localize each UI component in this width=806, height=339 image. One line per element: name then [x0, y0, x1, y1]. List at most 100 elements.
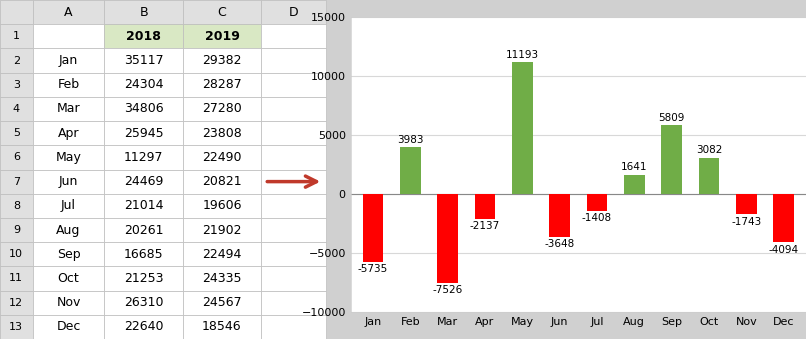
Bar	[0, 0, 32, 24]
Bar	[105, 97, 183, 121]
Text: 20821: 20821	[202, 175, 242, 188]
Bar	[261, 291, 326, 315]
Text: -2137: -2137	[470, 221, 500, 232]
Bar	[32, 315, 105, 339]
Text: 22490: 22490	[202, 151, 242, 164]
Bar	[105, 266, 183, 291]
Bar	[0, 48, 32, 73]
Text: 34806: 34806	[124, 102, 164, 116]
Bar	[183, 194, 261, 218]
Bar	[105, 0, 183, 24]
Text: 1: 1	[13, 31, 20, 41]
Bar	[261, 145, 326, 170]
Text: Jun: Jun	[59, 175, 78, 188]
Bar	[32, 145, 105, 170]
Bar	[32, 97, 105, 121]
Bar	[261, 218, 326, 242]
Bar	[475, 194, 495, 219]
Bar	[261, 170, 326, 194]
Bar	[105, 73, 183, 97]
Text: 26310: 26310	[124, 296, 164, 309]
Bar	[105, 242, 183, 266]
Text: Oct: Oct	[58, 272, 80, 285]
Text: 5: 5	[13, 128, 20, 138]
Bar	[32, 242, 105, 266]
Bar	[183, 291, 261, 315]
Bar	[261, 266, 326, 291]
Bar	[183, 24, 261, 48]
Bar	[105, 170, 183, 194]
Text: 3: 3	[13, 80, 20, 90]
Text: 16685: 16685	[124, 248, 164, 261]
Bar	[32, 121, 105, 145]
Bar	[32, 170, 105, 194]
Text: -5735: -5735	[358, 264, 388, 274]
Text: 2019: 2019	[205, 30, 239, 43]
Text: Aug: Aug	[56, 223, 81, 237]
Text: 21014: 21014	[124, 199, 164, 212]
Bar	[0, 24, 32, 48]
Text: 1641: 1641	[621, 162, 647, 172]
Bar	[105, 24, 183, 48]
Bar	[105, 194, 183, 218]
Bar	[105, 48, 183, 73]
Text: 3983: 3983	[397, 135, 424, 144]
Text: -7526: -7526	[433, 285, 463, 295]
Text: Dec: Dec	[56, 320, 81, 333]
Bar	[261, 48, 326, 73]
Text: -1408: -1408	[582, 213, 612, 223]
Text: 4: 4	[13, 104, 20, 114]
Text: Sep: Sep	[56, 248, 81, 261]
Bar	[105, 218, 183, 242]
Text: 24335: 24335	[202, 272, 242, 285]
Text: 24304: 24304	[124, 78, 164, 91]
Text: 11: 11	[10, 274, 23, 283]
Bar	[699, 158, 719, 194]
Bar	[400, 147, 421, 194]
Bar	[183, 97, 261, 121]
Bar	[550, 194, 570, 237]
Bar	[0, 170, 32, 194]
Text: D: D	[289, 6, 298, 19]
Text: -4094: -4094	[769, 244, 799, 255]
Text: 5809: 5809	[659, 113, 685, 123]
Text: 28287: 28287	[202, 78, 242, 91]
Text: 9: 9	[13, 225, 20, 235]
Bar	[105, 315, 183, 339]
Bar	[662, 125, 682, 194]
Text: 2: 2	[13, 56, 20, 65]
Bar	[183, 266, 261, 291]
Bar	[261, 242, 326, 266]
Text: 11297: 11297	[124, 151, 164, 164]
Text: 3082: 3082	[696, 145, 722, 155]
Bar	[0, 73, 32, 97]
Text: 35117: 35117	[124, 54, 164, 67]
Text: A: A	[64, 6, 73, 19]
Bar	[32, 73, 105, 97]
Bar	[0, 291, 32, 315]
Bar	[261, 97, 326, 121]
Text: May: May	[56, 151, 81, 164]
Text: -3648: -3648	[545, 239, 575, 249]
Bar	[105, 291, 183, 315]
Bar	[0, 97, 32, 121]
Text: 25945: 25945	[124, 127, 164, 140]
Bar	[0, 242, 32, 266]
Text: Jan: Jan	[59, 54, 78, 67]
Bar	[32, 0, 105, 24]
Bar	[105, 145, 183, 170]
Bar	[0, 194, 32, 218]
Text: 21253: 21253	[124, 272, 164, 285]
Text: 18546: 18546	[202, 320, 242, 333]
Text: 23808: 23808	[202, 127, 242, 140]
Text: 13: 13	[10, 322, 23, 332]
Text: 27280: 27280	[202, 102, 242, 116]
Text: 24469: 24469	[124, 175, 164, 188]
Bar	[587, 194, 607, 211]
Bar	[183, 0, 261, 24]
Bar	[183, 170, 261, 194]
Bar	[261, 73, 326, 97]
Bar	[261, 24, 326, 48]
Text: 7: 7	[13, 177, 20, 186]
Text: 21902: 21902	[202, 223, 242, 237]
